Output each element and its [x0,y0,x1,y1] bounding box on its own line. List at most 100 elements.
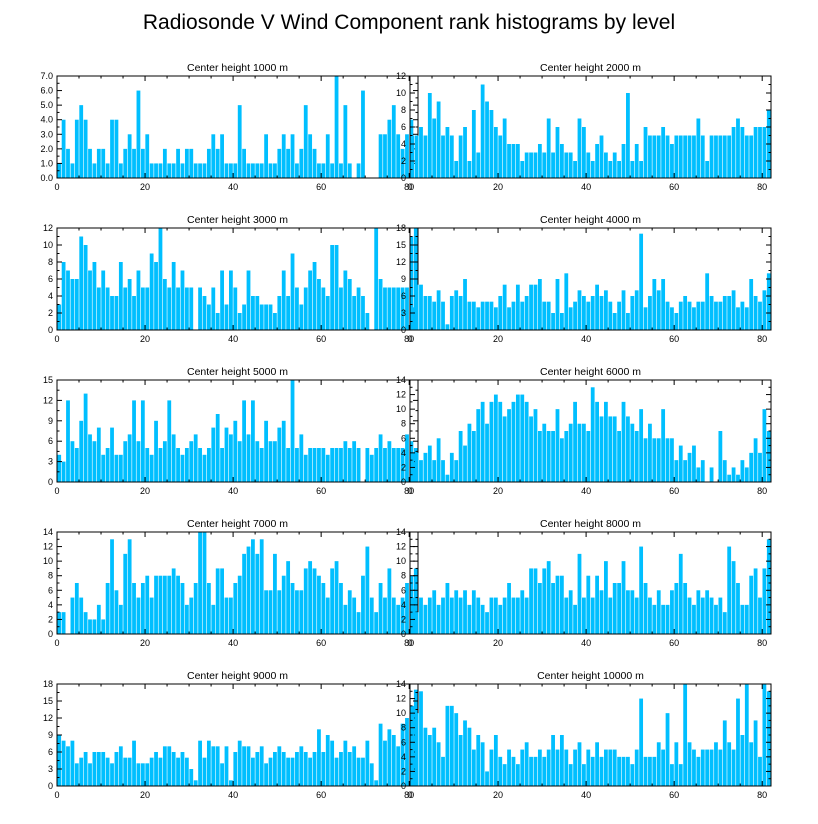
bar [61,740,66,786]
bar [330,448,335,482]
y-tick-label: 6 [401,291,406,301]
bar [400,148,405,178]
bar [110,296,114,330]
bar [683,296,688,330]
bar [758,597,762,634]
bar [391,105,396,178]
bar [383,287,387,330]
bar [154,420,158,482]
bar [264,420,269,482]
bar [387,441,392,482]
bar [193,434,198,482]
bar [246,746,251,786]
y-tick-label: 0 [48,781,53,791]
bar [696,118,701,178]
bar [361,757,365,786]
bar [325,735,330,786]
bar [414,452,419,482]
bar [206,148,211,178]
bar [184,757,189,786]
bar [132,583,136,634]
x-tick-label: 60 [669,638,679,648]
bar [140,287,145,330]
bar [432,301,437,330]
y-tick-label: 9 [401,274,406,284]
bar [590,597,595,634]
bar [467,727,472,786]
x-tick-label: 40 [228,638,238,648]
bar [524,597,529,634]
x-tick-label: 40 [228,334,238,344]
bar [229,163,233,178]
bar [441,460,445,482]
bar [423,727,428,786]
bar [670,764,674,786]
y-tick-label: 4 [401,448,406,458]
bar [167,746,172,786]
bar [568,590,573,634]
bar [449,135,454,178]
bar [648,756,652,786]
bar [626,416,630,482]
x-tick-label: 60 [669,182,679,192]
bar [498,401,503,482]
bar [308,448,313,482]
bar [378,723,383,786]
bar [722,296,727,330]
bar [599,296,604,330]
x-tick-label: 80 [404,790,414,800]
y-tick-label: 6 [48,747,53,757]
bar [312,448,317,482]
bar [396,604,401,634]
y-tick-label: 6 [401,737,406,747]
bar [573,161,577,178]
x-tick-label: 80 [404,486,414,496]
bar [419,460,423,482]
bar [427,597,432,634]
bar [118,454,123,482]
bar [661,749,666,786]
x-tick-label: 40 [581,334,591,344]
bar [189,441,194,482]
bar [498,296,503,330]
bar [383,740,387,786]
bar [476,307,481,330]
y-tick-label: 18 [396,223,406,233]
bar [127,434,132,482]
bar [718,431,723,482]
bar [290,583,295,634]
y-tick-label: 15 [43,696,53,706]
bar [251,163,255,178]
y-tick-label: 8 [401,105,406,115]
bar [493,735,498,786]
bar [167,163,172,178]
bar [511,144,516,178]
bar [255,752,260,786]
x-tick-label: 0 [54,334,59,344]
bar [303,105,308,178]
bar [237,441,242,482]
bar [665,713,670,786]
bar [476,735,481,786]
bar [498,604,503,634]
bar [515,764,520,786]
bar [626,590,630,634]
bar [242,746,246,786]
bar [573,301,577,330]
panel-title: Center height 9000 m [187,670,288,682]
bar [427,445,432,482]
bar [83,612,88,634]
bar [511,301,516,330]
bar [441,756,445,786]
y-tick-label: 6 [48,585,53,595]
bar [507,749,511,786]
bar [303,752,308,786]
y-tick-label: 1.0 [40,158,53,168]
bar [471,590,476,634]
bar [493,127,498,178]
bar [79,757,84,786]
bar [299,434,304,482]
